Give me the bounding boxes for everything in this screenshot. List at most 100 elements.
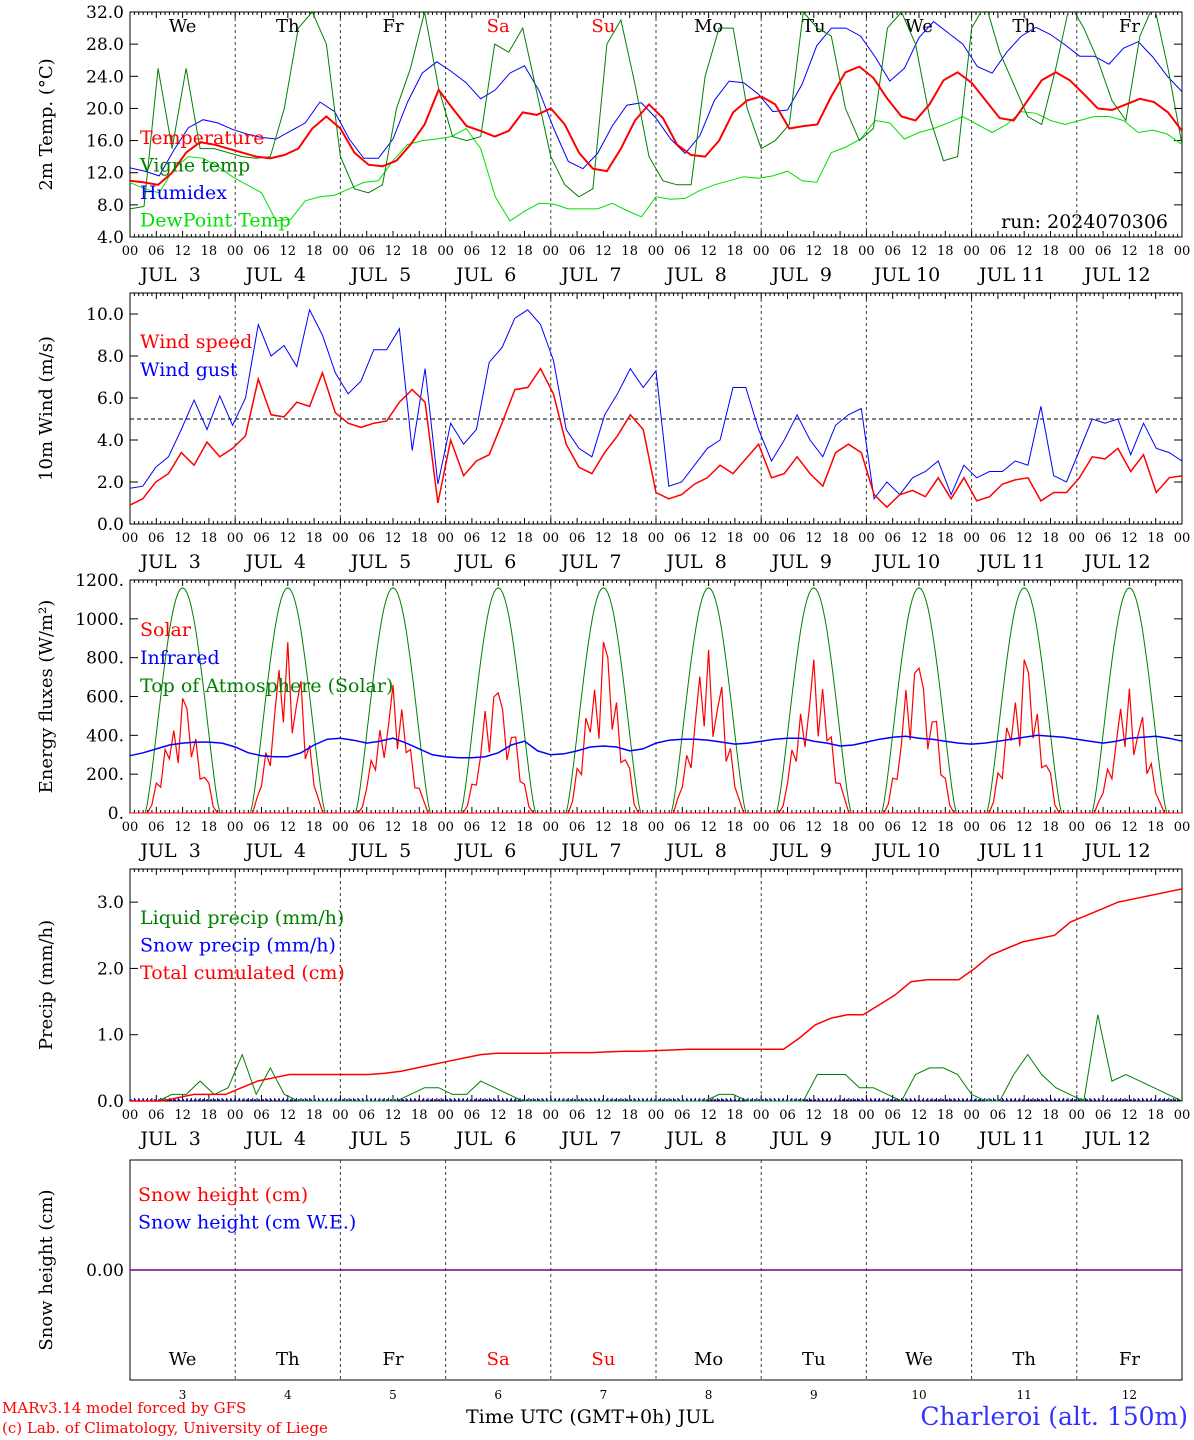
panel-4-hour-label: 06 <box>674 1108 691 1123</box>
panel-3-hour-label: 12 <box>174 820 191 835</box>
panel-5-day-number: 11 <box>1017 1388 1032 1402</box>
panel-3-day-label: JUL 10 <box>872 840 940 862</box>
panel-1-hour-label: 06 <box>674 244 691 259</box>
panel-2-day-label: JUL 7 <box>559 551 621 573</box>
panel-2-day-label: JUL 9 <box>770 551 832 573</box>
panel-4-hour-label: 00 <box>1069 1108 1086 1123</box>
panel-3-hour-label: 12 <box>280 820 297 835</box>
panel-4-hour-label: 18 <box>516 1108 533 1123</box>
panel-3-hour-label: 18 <box>1042 820 1059 835</box>
panel-1-hour-label: 18 <box>201 244 218 259</box>
panel-1-hour-label: 18 <box>411 244 428 259</box>
panel-4-day-label: JUL 5 <box>349 1128 411 1150</box>
panel-4-day-label: JUL 9 <box>770 1128 832 1150</box>
panel-3-hour-label: 06 <box>674 820 691 835</box>
panel-4-hour-label: 18 <box>1042 1108 1059 1123</box>
panel-1-hour-label: 00 <box>858 244 875 259</box>
panel-1-hour-label: 00 <box>227 244 244 259</box>
toa-solar-series <box>881 587 957 814</box>
panel-4-hour-label: 18 <box>832 1108 849 1123</box>
panel-2-day-label: JUL 6 <box>454 551 516 573</box>
panel-5-day-number: 6 <box>494 1388 502 1402</box>
panel-2-day-label: JUL 12 <box>1082 551 1150 573</box>
panel-1-hour-label: 18 <box>1147 244 1164 259</box>
panel-1-weekday: Th <box>1012 16 1036 37</box>
panel-2-ytick-label: 2.0 <box>97 473 124 493</box>
panel-2-hour-label: 18 <box>1147 531 1164 546</box>
panel-3-hour-label: 12 <box>595 820 612 835</box>
panel-3-day-label: JUL 7 <box>559 840 621 862</box>
panel-5-ylabel: Snow height (cm) <box>36 1189 57 1350</box>
panel-1-hour-label: 12 <box>911 244 928 259</box>
total-cumulated-series <box>130 888 1183 1102</box>
panel-1-day-label: JUL 12 <box>1082 264 1150 286</box>
panel-3-hour-label: 18 <box>516 820 533 835</box>
panel-1-hour-label: 12 <box>1016 244 1033 259</box>
lab-credit-text: (c) Lab. of Climatology, University of L… <box>2 1419 328 1437</box>
panel-4-hour-label: 18 <box>201 1108 218 1123</box>
panel-3-hour-label: 06 <box>1095 820 1112 835</box>
panel-1-hour-label: 12 <box>490 244 507 259</box>
panel-2-hour-label: 12 <box>385 531 402 546</box>
panel-3-hour-label: 00 <box>227 820 244 835</box>
panel-1-day-label: JUL 3 <box>138 264 200 286</box>
panel-1-ytick-label: 32.0 <box>86 3 124 23</box>
panel-4-hour-label: 18 <box>1147 1108 1164 1123</box>
panel-2-hour-label: 06 <box>1095 531 1112 546</box>
panel-2-hour-label: 06 <box>358 531 375 546</box>
panel-1-hour-label: 12 <box>280 244 297 259</box>
panel-1-hour-label: 00 <box>963 244 980 259</box>
panel-1-hour-label: 12 <box>700 244 717 259</box>
toa-solar-series <box>355 587 431 814</box>
panel-2-hour-label: 18 <box>621 531 638 546</box>
station-name: Charleroi (alt. 150m) <box>920 1402 1188 1431</box>
panel-1-hour-label: 18 <box>937 244 954 259</box>
panel-2-hour-label: 12 <box>806 531 823 546</box>
panel-1-hour-label: 00 <box>437 244 454 259</box>
panel-1-ytick-label: 12.0 <box>86 164 124 184</box>
panel-4-hour-label: 06 <box>464 1108 481 1123</box>
panel-3-hour-label: 06 <box>779 820 796 835</box>
panel-3-hour-label: 06 <box>253 820 270 835</box>
panel-1-hour-label: 18 <box>516 244 533 259</box>
panel-4-day-label: JUL 11 <box>977 1128 1045 1150</box>
panel-1-day-label: JUL 6 <box>454 264 516 286</box>
panel-2-day-label: JUL 11 <box>977 551 1045 573</box>
solar-series <box>672 649 745 814</box>
panel-3-hour-label: 00 <box>437 820 454 835</box>
panel-3-hour-label: 00 <box>332 820 349 835</box>
panel-4-hour-label: 00 <box>963 1108 980 1123</box>
panel-4-hour-label: 00 <box>1174 1108 1191 1123</box>
panel-2-hour-label: 00 <box>122 531 139 546</box>
panel-5-day-number: 7 <box>600 1388 608 1402</box>
panel-5-legend-item: Snow height (cm) <box>138 1184 308 1206</box>
panel-3-hour-label: 00 <box>1069 820 1086 835</box>
panel-3-legend-item: Infrared <box>140 647 220 669</box>
panel-1-hour-label: 06 <box>464 244 481 259</box>
infrared-series <box>129 734 1183 759</box>
panel-3-day-label: JUL 11 <box>977 840 1045 862</box>
panel-1-day-label: JUL 9 <box>770 264 832 286</box>
panel-2-legend-item: Wind gust <box>140 359 238 381</box>
panel-4-day-label: JUL 12 <box>1082 1128 1150 1150</box>
panel-1-hour-label: 06 <box>779 244 796 259</box>
toa-solar-series <box>144 587 221 814</box>
panel-2-hour-label: 12 <box>490 531 507 546</box>
panel-3-hour-label: 18 <box>201 820 218 835</box>
panel-4-hour-label: 12 <box>1016 1108 1033 1123</box>
panel-4-legend-item: Liquid precip (mm/h) <box>140 907 344 929</box>
wind-speed-series <box>129 367 1183 509</box>
toa-solar-series <box>460 587 536 814</box>
panel-5-weekday: We <box>905 1349 933 1370</box>
panel-3-hour-label: 12 <box>700 820 717 835</box>
panel-3-day-label: JUL 8 <box>664 840 726 862</box>
panel-4-hour-label: 12 <box>595 1108 612 1123</box>
panel-5-ytick-label: 0.00 <box>86 1261 124 1281</box>
panel-2-hour-label: 18 <box>201 531 218 546</box>
panel-2-hour-label: 06 <box>464 531 481 546</box>
panel-4-day-label: JUL 4 <box>244 1128 306 1150</box>
panel-2-hour-label: 06 <box>253 531 270 546</box>
panel-5-day-number: 3 <box>179 1388 187 1402</box>
panel-1-legend-item: Vigne temp <box>139 155 250 177</box>
temp-series-dewpoint-temp <box>130 111 1182 222</box>
